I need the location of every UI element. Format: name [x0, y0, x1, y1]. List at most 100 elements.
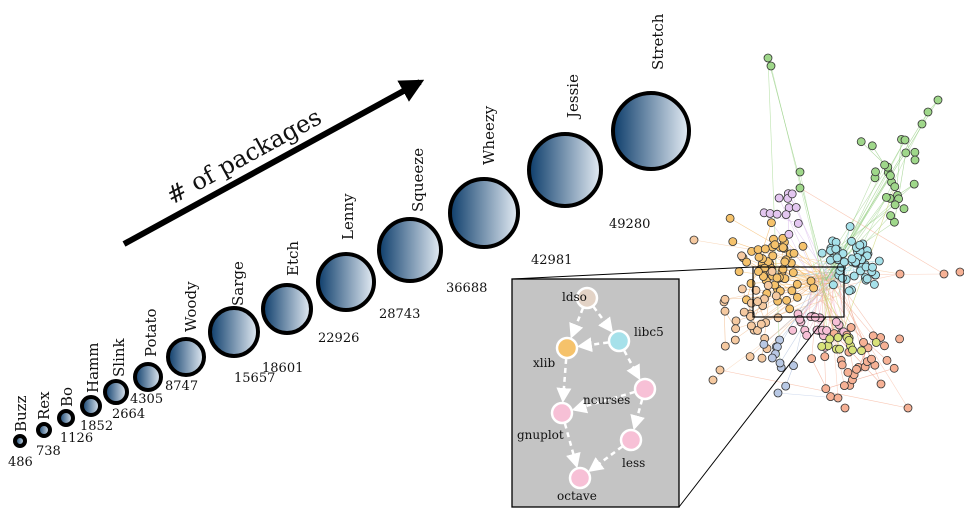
network-edge: [767, 57, 781, 364]
release-circle: [208, 306, 260, 358]
network-node: [708, 375, 718, 385]
release-name: Woody: [182, 281, 200, 332]
network-node: [840, 381, 849, 391]
inset-node-label: xlib: [533, 356, 555, 370]
network-node: [753, 245, 763, 255]
release-circle: [261, 283, 313, 335]
inset-edges: [556, 306, 645, 473]
package-count: 49280: [609, 217, 650, 232]
network-node: [876, 379, 886, 389]
package-count: 1126: [60, 431, 93, 446]
network-edges: [693, 57, 945, 409]
network-node: [844, 335, 854, 345]
network-node: [855, 240, 865, 250]
network-node: [753, 297, 762, 307]
network-node: [787, 286, 797, 296]
inset-edge: [576, 337, 609, 353]
network-node: [890, 200, 900, 210]
network-node: [817, 341, 827, 351]
release-circle: [133, 362, 163, 392]
network-node: [778, 233, 788, 243]
network-node: [844, 286, 854, 296]
network-edge: [799, 187, 945, 275]
package-count: 22926: [318, 331, 359, 346]
network-node: [903, 403, 913, 413]
network-node: [871, 167, 880, 177]
inset-node-circle: [575, 286, 599, 310]
release-name: Sarge: [229, 261, 247, 306]
network-node: [910, 155, 920, 165]
release-woody: Woody 8747: [165, 281, 206, 394]
network-node: [848, 345, 857, 355]
network-node: [720, 306, 730, 316]
network-node: [737, 284, 747, 294]
network-node: [689, 235, 699, 245]
network-node: [910, 147, 920, 157]
network-node: [742, 257, 751, 267]
package-count: 2664: [112, 407, 145, 422]
network-node: [895, 269, 905, 279]
network-edge: [719, 369, 909, 409]
network-node: [955, 267, 964, 277]
release-name: Slink: [110, 337, 128, 377]
network-node: [847, 236, 856, 246]
network-node: [839, 257, 849, 267]
release-name: Buzz: [12, 395, 30, 432]
network-node: [778, 264, 788, 274]
network-node: [782, 295, 791, 305]
inset-node-gnuplot: gnuplot: [517, 401, 574, 442]
network-node: [880, 341, 889, 351]
network-node: [847, 254, 857, 264]
network-edge: [833, 333, 882, 385]
network-edge: [836, 276, 855, 375]
network-node: [829, 280, 838, 290]
network-node: [746, 278, 756, 288]
network-nodes: [689, 53, 964, 413]
network-node: [890, 217, 899, 227]
inset-node-circle: [619, 428, 643, 452]
inset-node-xlib: xlib: [533, 336, 579, 370]
network-node: [728, 237, 738, 247]
network-node: [751, 285, 761, 295]
release-buzz: Buzz 486: [8, 395, 33, 470]
release-name: Etch: [284, 241, 302, 276]
network-node: [870, 279, 879, 289]
release-rex: Rex 738: [35, 391, 61, 459]
inset-node-libc5: libc5: [607, 325, 664, 353]
network-node: [793, 218, 803, 228]
release-circle: [103, 379, 129, 405]
release-slink: Slink 2664: [103, 337, 145, 422]
network-node: [760, 244, 770, 254]
package-count: 8747: [165, 379, 198, 394]
network-node: [849, 271, 859, 281]
network-node: [785, 304, 795, 314]
network-node: [833, 393, 843, 403]
network-node: [859, 337, 868, 347]
network-node: [772, 273, 782, 283]
inset-node-less: less: [619, 428, 645, 470]
network-edge: [779, 283, 825, 341]
inset-node-circle: [555, 336, 579, 360]
release-squeeze: Squeeze 28743: [377, 148, 443, 322]
network-node: [867, 354, 876, 364]
network-node: [821, 384, 831, 394]
release-jessie: Jessie 42981: [527, 74, 603, 268]
network-node: [787, 189, 797, 199]
network-node: [756, 319, 766, 329]
network-edge: [724, 276, 846, 300]
release-sarge: Sarge 15657: [208, 261, 275, 386]
inset-node-circle: [568, 466, 592, 490]
network-node: [798, 241, 808, 251]
network-node: [781, 210, 791, 220]
network-node: [772, 209, 782, 219]
inset-node-circle: [550, 401, 574, 425]
dependency-network: [689, 53, 964, 413]
network-node: [754, 267, 763, 276]
inset-node-label: gnuplot: [517, 428, 564, 442]
release-name: Jessie: [564, 74, 582, 120]
network-node: [886, 171, 895, 181]
network-node: [867, 141, 877, 151]
release-circle: [80, 395, 102, 417]
network-node: [874, 256, 884, 266]
